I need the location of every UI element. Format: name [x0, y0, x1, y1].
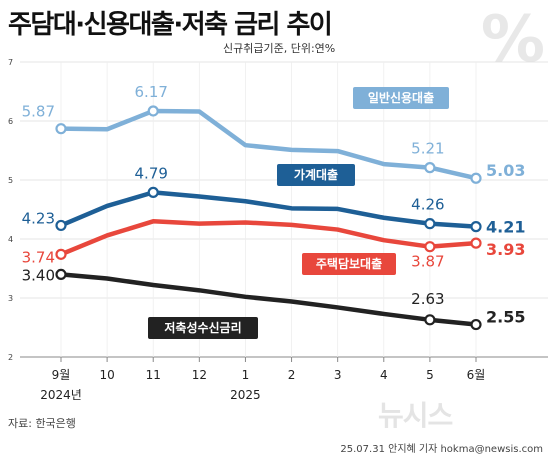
series-line — [58, 190, 479, 229]
series-tag-label: 주택담보대출 — [316, 256, 382, 271]
data-value-label: 2.55 — [486, 308, 525, 327]
data-value-label: 5.21 — [411, 140, 444, 158]
data-value-label: 3.40 — [22, 266, 55, 284]
data-point-marker — [147, 186, 159, 198]
x-tick-label: 2 — [288, 368, 296, 382]
byline-credit: 25.07.31 안지혜 기자 hokma@newsis.com — [340, 444, 543, 455]
data-value-label: 4.23 — [22, 209, 55, 227]
y-tick-label: 2 — [8, 353, 13, 362]
data-value-label: 4.79 — [135, 164, 168, 182]
data-point-marker — [424, 218, 436, 230]
series-tag-box — [302, 253, 396, 275]
x-year-label: 2024년 — [40, 388, 82, 402]
data-point-marker — [424, 162, 436, 174]
data-value-label: 3.74 — [22, 248, 55, 266]
series-tag-box — [277, 164, 355, 186]
x-tick-label: 4 — [380, 368, 388, 382]
data-value-label: 3.93 — [486, 240, 525, 259]
series-line — [58, 272, 479, 327]
y-tick-label: 6 — [8, 117, 13, 126]
data-point-marker — [147, 105, 159, 117]
series-tag-label: 저축성수신금리 — [164, 320, 241, 335]
y-tick-label: 7 — [8, 58, 13, 67]
data-value-label: 5.87 — [22, 103, 55, 121]
data-value-label: 5.03 — [486, 161, 525, 180]
chart-subtitle: 신규취급기준, 단위:연% — [223, 42, 336, 55]
data-point-marker — [55, 268, 67, 280]
x-tick-label: 1 — [242, 368, 250, 382]
chart-title: 주담대·신용대출·저축 금리 추이 — [8, 10, 333, 40]
data-point-marker — [470, 172, 482, 184]
data-point-marker — [470, 237, 482, 249]
series-tag-box — [148, 317, 258, 339]
data-value-label: 4.21 — [486, 218, 525, 237]
series-tag-label: 일반신용대출 — [368, 90, 434, 105]
data-value-label: 6.17 — [135, 83, 168, 101]
data-point-marker — [424, 314, 436, 326]
x-tick-label: 6월 — [467, 368, 486, 382]
data-point-marker — [55, 219, 67, 232]
x-tick-label: 10 — [99, 368, 114, 382]
series-tag-label: 가계대출 — [294, 167, 338, 182]
x-year-label: 2025 — [230, 388, 261, 402]
series-line — [58, 108, 479, 181]
data-point-marker — [55, 248, 67, 260]
x-tick-label: 3 — [334, 368, 342, 382]
y-tick-label: 4 — [8, 235, 13, 244]
x-tick-label: 5 — [426, 368, 434, 382]
x-tick-label: 9월 — [52, 368, 71, 382]
series-line — [58, 219, 479, 257]
series-tag-box — [353, 87, 449, 109]
data-point-marker — [470, 318, 482, 331]
data-value-label: 4.26 — [411, 196, 444, 214]
percent-icon: % — [480, 3, 545, 77]
data-value-label: 2.63 — [411, 290, 444, 308]
x-tick-label: 12 — [192, 368, 207, 382]
data-point-marker — [424, 241, 436, 253]
source-note: 자료: 한국은행 — [8, 417, 76, 430]
data-point-marker — [55, 123, 67, 135]
data-point-marker — [470, 221, 482, 233]
x-tick-label: 11 — [146, 368, 161, 382]
y-tick-label: 3 — [8, 294, 13, 303]
newsis-watermark: 뉴시스 — [378, 399, 453, 432]
y-tick-label: 5 — [8, 176, 13, 185]
data-value-label: 3.87 — [411, 253, 444, 271]
